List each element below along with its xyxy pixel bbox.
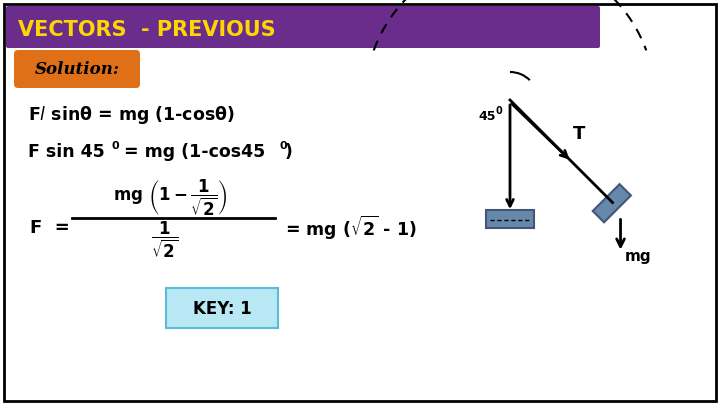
Text: T: T [573,125,585,143]
FancyBboxPatch shape [6,6,600,48]
Text: 0: 0 [496,106,503,116]
Text: 0: 0 [112,141,120,151]
Bar [593,184,631,222]
Text: KEY: 1: KEY: 1 [193,300,251,318]
Text: = mg ($\mathbf{\sqrt{2}}$ - 1): = mg ($\mathbf{\sqrt{2}}$ - 1) [285,214,416,242]
Text: mg $\mathbf{\left(1-\dfrac{1}{\sqrt{2}}\right)}$: mg $\mathbf{\left(1-\dfrac{1}{\sqrt{2}}\… [112,178,228,218]
Text: F sin 45: F sin 45 [28,143,104,161]
Text: F  =: F = [30,219,70,237]
Text: 0: 0 [279,141,287,151]
Text: = mg (1-cos45: = mg (1-cos45 [118,143,265,161]
Text: Solution:: Solution: [35,62,120,79]
FancyBboxPatch shape [14,50,140,88]
Text: ): ) [285,143,293,161]
Text: VECTORS  - PREVIOUS: VECTORS - PREVIOUS [18,20,276,40]
Text: F$\it{l}$ sin$\mathbf{\theta}$ = mg (1-cos$\mathbf{\theta}$): F$\it{l}$ sin$\mathbf{\theta}$ = mg (1-c… [28,104,235,126]
Text: $\mathbf{\dfrac{1}{\sqrt{2}}}$: $\mathbf{\dfrac{1}{\sqrt{2}}}$ [151,220,179,260]
FancyBboxPatch shape [166,288,278,328]
Text: 45: 45 [478,110,495,123]
Text: mg: mg [624,249,651,264]
Bar [486,210,534,228]
